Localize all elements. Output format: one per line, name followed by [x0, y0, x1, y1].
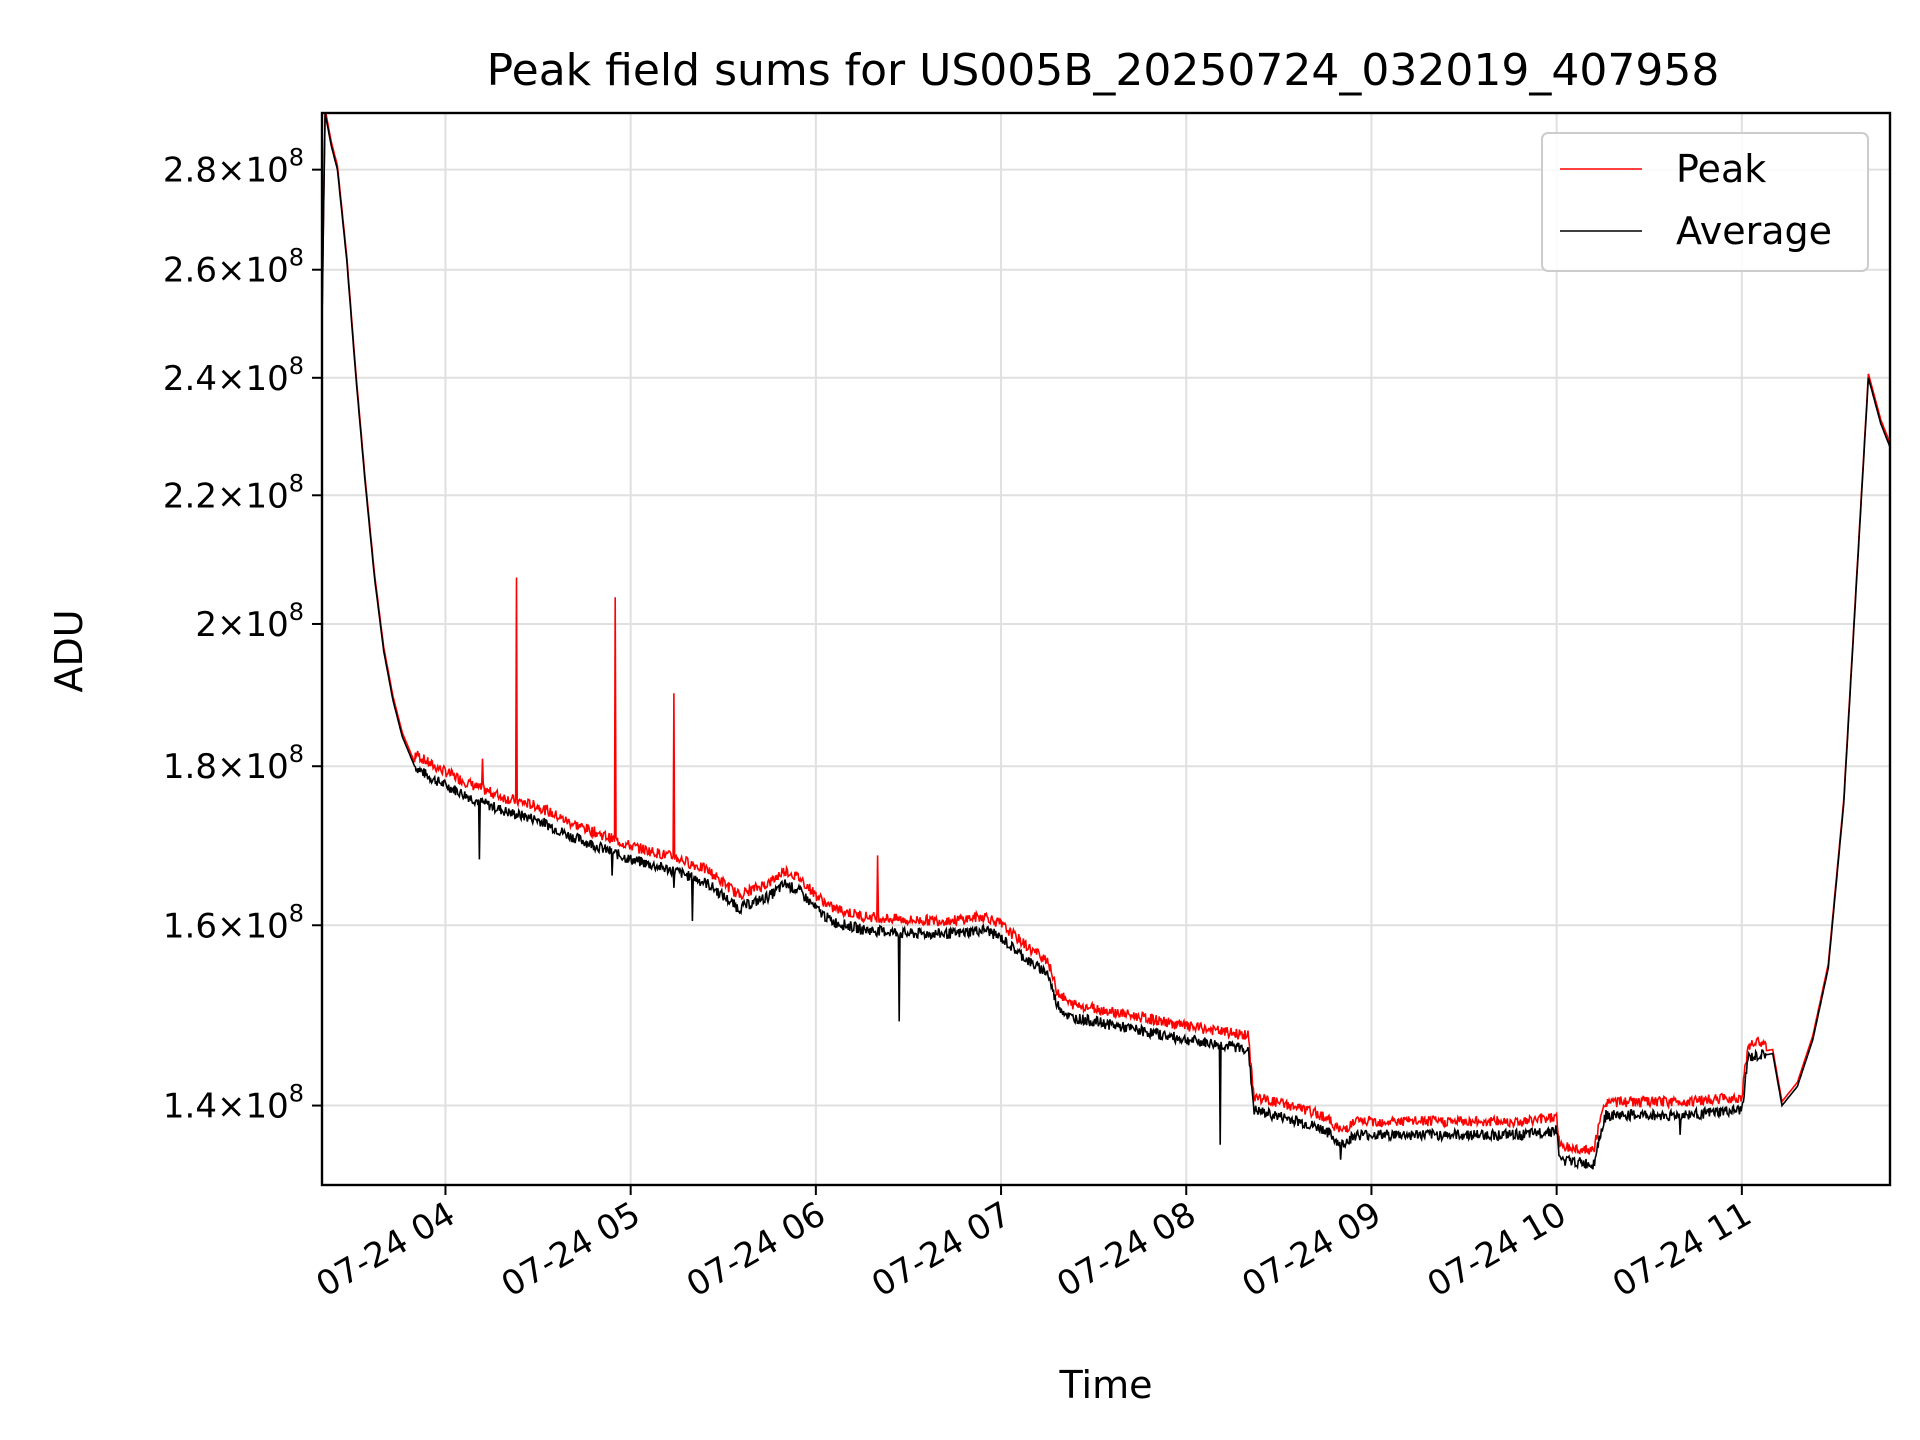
y-tick-label: 2.2×108	[163, 469, 304, 516]
legend-box	[1541, 132, 1869, 272]
average-series-line	[321, 112, 1891, 1170]
legend-average-label: Average	[1676, 209, 1832, 253]
y-tick-label: 1.6×108	[163, 899, 304, 946]
y-tick-label: 2×108	[195, 598, 304, 645]
legend-peak-label: Peak	[1676, 147, 1766, 191]
plot-frame	[320, 111, 1892, 1187]
plot-area	[321, 112, 1891, 1170]
peak-series-line	[321, 112, 1891, 1155]
grid	[322, 113, 1890, 1185]
y-tick-label: 2.4×108	[163, 352, 304, 399]
y-tick-label: 2.8×108	[163, 144, 304, 191]
x-axis-label: Time	[1059, 1363, 1153, 1407]
y-tick-label: 1.4×108	[163, 1080, 304, 1127]
y-axis-label: ADU	[47, 609, 91, 692]
chart-title: Peak field sums for US005B_20250724_0320…	[487, 45, 1720, 96]
legend: Peak Average	[1541, 132, 1869, 272]
y-tick-label: 2.6×108	[163, 244, 304, 291]
y-axis: 1.4×108 1.6×108 1.8×108 2×108 2.2×108 2.4×108…	[163, 144, 322, 1127]
y-tick-label: 1.8×108	[163, 740, 304, 787]
